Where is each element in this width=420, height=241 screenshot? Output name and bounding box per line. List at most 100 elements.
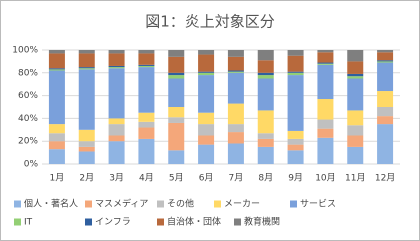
bar-segment (317, 63, 334, 65)
bar-segment (227, 124, 244, 133)
legend-label: マスメディア (95, 198, 148, 210)
bar-segment (168, 72, 185, 76)
bar-segment (48, 133, 65, 142)
bar-segment (168, 75, 185, 79)
bar-segment (48, 53, 65, 69)
x-tick-label: 2月 (79, 173, 94, 184)
x-tick-label: 9月 (288, 173, 303, 184)
bar-segment (198, 135, 215, 145)
x-tick-label: 12月 (375, 173, 395, 184)
x-tick-label: 11月 (345, 173, 365, 184)
legend-label: メーカー (224, 199, 260, 210)
x-tick-label: 4月 (139, 173, 154, 184)
bar-segment (48, 141, 65, 150)
bar-segment (257, 110, 274, 134)
bar-segment (227, 143, 244, 164)
bar-segment (168, 50, 185, 57)
bar-segment (317, 64, 334, 100)
bar-segment (198, 72, 215, 76)
bar-segment (78, 141, 95, 147)
bar-segment (138, 53, 155, 65)
bar-segment (227, 70, 244, 72)
bar-segment (78, 50, 95, 54)
bar-segment (347, 146, 364, 164)
legend-swatch (290, 200, 297, 208)
y-tick-label: 60% (18, 91, 38, 101)
y-tick-label: 80% (18, 68, 38, 78)
bar-segment (317, 50, 334, 53)
bar-segment (257, 78, 274, 111)
bar-segment (287, 75, 304, 131)
bar-segment (138, 127, 155, 139)
bar-segment (227, 72, 244, 104)
bar-segment (377, 52, 394, 61)
bar-segment (347, 78, 364, 111)
bar-segment (138, 65, 155, 68)
bar-segment (108, 53, 125, 66)
bar-segment (168, 107, 185, 118)
bar-segment (287, 55, 304, 72)
bar-segment (78, 67, 95, 69)
legend-label: その他 (167, 198, 194, 210)
x-tick-label: 8月 (258, 173, 273, 184)
bar-segment (78, 129, 95, 142)
y-tick-label: 20% (18, 137, 38, 147)
bar-segment (78, 69, 95, 130)
bar-segment (257, 133, 274, 139)
bar-segment (48, 68, 65, 70)
bar-segment (48, 69, 65, 71)
bar-segment (257, 60, 274, 73)
legend-swatch (234, 218, 241, 226)
legend-swatch (214, 200, 221, 208)
chart-title: 図1：炎上対象区分 (145, 13, 275, 31)
bar-segment (78, 68, 95, 70)
x-tick-label: 10月 (315, 173, 335, 184)
bar-segment (78, 151, 95, 164)
bar-segment (377, 60, 394, 62)
bar-segment (377, 91, 394, 107)
bar-segment (108, 67, 125, 69)
bar-segment (257, 146, 274, 164)
x-tick-label: 5月 (169, 173, 184, 184)
legend-swatch (85, 218, 92, 226)
bar-segment (287, 144, 304, 151)
bar-segment (108, 68, 125, 119)
bar-segment (168, 122, 185, 151)
bar-segment (287, 50, 304, 56)
y-tick-label: 0% (24, 160, 39, 170)
bar-segment (78, 146, 95, 152)
bar-segment (198, 112, 215, 125)
y-tick-label: 100% (12, 46, 38, 56)
bar-segment (347, 73, 364, 77)
bar-segment (377, 50, 394, 53)
bar-segment (138, 138, 155, 164)
bar-segment (227, 71, 244, 73)
bar-segment (317, 119, 334, 129)
bar-segment (78, 53, 95, 68)
bar-segment (138, 112, 155, 122)
bar-segment (317, 128, 334, 138)
bar-segment (138, 64, 155, 66)
bar-segment (287, 71, 304, 73)
bar-segment (108, 65, 125, 68)
bar-segment (317, 137, 334, 164)
bar-segment (168, 56, 185, 73)
bar-segment (377, 124, 394, 164)
bar-segment (317, 99, 334, 120)
bar-segment (108, 124, 125, 136)
bar-segment (347, 50, 364, 62)
bar-segment (317, 52, 334, 63)
bar-segment (108, 118, 125, 125)
bar-segment (227, 103, 244, 125)
bar-segment (227, 132, 244, 144)
bar-segment (377, 116, 394, 125)
bar-segment (317, 62, 334, 64)
legend-label: 教育機関 (244, 216, 280, 228)
bar-segment (198, 144, 215, 164)
bar-segment (108, 50, 125, 54)
legend-swatch (14, 218, 21, 226)
bar-segment (287, 72, 304, 76)
bar-segment (108, 135, 125, 142)
bar-segment (168, 117, 185, 123)
